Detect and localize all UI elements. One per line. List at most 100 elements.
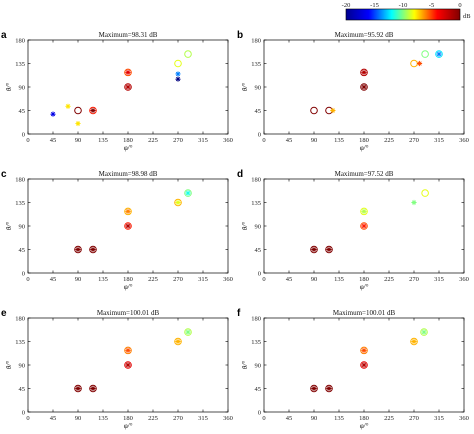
y-axis-label: θ/° <box>241 361 249 369</box>
y-tick-label: 45 <box>19 386 26 393</box>
x-tick-label: 225 <box>148 276 158 283</box>
x-tick-label: 225 <box>384 276 394 283</box>
x-tick-label: 225 <box>148 415 158 422</box>
x-tick-label: 90 <box>75 276 82 283</box>
x-tick-label: 45 <box>286 276 293 283</box>
x-tick-label: 45 <box>286 415 293 422</box>
data-point-star <box>90 107 96 114</box>
data-point-star <box>330 107 336 114</box>
data-point-circle <box>310 245 318 254</box>
data-point-circle <box>74 384 82 393</box>
y-tick-label: 45 <box>255 247 262 254</box>
data-point-circle <box>89 106 97 115</box>
x-tick-label: 180 <box>359 276 369 283</box>
x-tick-label: 315 <box>434 415 444 422</box>
x-tick-label: 225 <box>384 137 394 144</box>
panel-title: Maximum=98.31 dB <box>99 31 158 39</box>
data-point-circle <box>421 189 429 197</box>
x-tick-label: 135 <box>98 415 108 422</box>
data-point-circle <box>124 361 132 369</box>
y-tick-label: 135 <box>251 61 261 68</box>
x-tick-label: 90 <box>311 137 318 144</box>
x-tick-label: 135 <box>98 276 108 283</box>
data-point-circle <box>174 337 182 346</box>
data-point-star <box>175 199 181 206</box>
data-point-star <box>185 329 191 335</box>
data-point-star <box>50 111 56 117</box>
y-tick-label: 90 <box>255 362 262 369</box>
x-tick-label: 360 <box>459 276 469 283</box>
x-tick-label: 180 <box>359 137 369 144</box>
panel-letter: f <box>237 308 241 319</box>
colorbar-unit: dB <box>463 13 471 20</box>
panel-letter: c <box>1 169 7 180</box>
y-tick-label: 0 <box>258 131 261 138</box>
colorbar-tick-label: -10 <box>399 2 408 9</box>
x-tick-label: 0 <box>262 276 265 283</box>
x-tick-label: 135 <box>334 276 344 283</box>
x-tick-label: 0 <box>262 415 265 422</box>
data-point-circle <box>420 328 428 336</box>
data-point-star <box>75 385 81 392</box>
x-tick-label: 45 <box>286 137 293 144</box>
data-point-circle <box>74 245 82 254</box>
data-point-star <box>326 246 332 253</box>
data-point-star <box>411 338 417 345</box>
y-tick-label: 135 <box>251 200 261 207</box>
x-tick-label: 360 <box>223 276 233 283</box>
panel-title: Maximum=98.98 dB <box>99 170 158 178</box>
y-axis-label: θ/° <box>5 222 13 230</box>
x-tick-label: 315 <box>198 137 208 144</box>
y-tick-label: 0 <box>22 270 25 277</box>
x-tick-label: 45 <box>50 415 57 422</box>
data-point-circle <box>325 245 333 254</box>
data-point-star <box>361 69 367 75</box>
data-point-star <box>361 362 367 368</box>
panel-f: 0 45 90 135 180 225 270 315 360 0 45 90 135 180 Maximu… <box>237 308 469 430</box>
data-point-circle <box>360 83 368 91</box>
y-tick-label: 90 <box>255 223 262 230</box>
y-tick-label: 135 <box>15 339 25 346</box>
y-tick-label: 135 <box>251 339 261 346</box>
y-tick-label: 135 <box>15 200 25 207</box>
x-axis-label: φ/° <box>124 144 133 152</box>
data-point-circle <box>435 50 443 58</box>
x-tick-label: 270 <box>173 415 183 422</box>
data-point-star <box>90 246 96 253</box>
x-axis-label: φ/° <box>360 144 369 152</box>
y-tick-label: 180 <box>15 37 25 44</box>
panel-title: Maximum=100.01 dB <box>333 309 396 317</box>
data-point-star <box>185 190 191 196</box>
data-point-circle <box>89 245 97 254</box>
panel-title: Maximum=97.52 dB <box>335 170 394 178</box>
x-tick-label: 90 <box>311 415 318 422</box>
data-point-circle <box>310 106 318 115</box>
x-tick-label: 270 <box>409 276 419 283</box>
y-tick-label: 90 <box>19 223 26 230</box>
x-tick-label: 135 <box>334 415 344 422</box>
data-point-star <box>175 76 181 82</box>
y-tick-label: 180 <box>251 176 261 183</box>
data-point-star <box>125 362 131 368</box>
panel-letter: d <box>237 169 243 180</box>
data-point-circle <box>310 384 318 393</box>
colorbar: -20 -15 -10 -5 0dB <box>342 2 471 21</box>
data-point-star <box>361 208 367 214</box>
data-point-circle <box>124 68 132 77</box>
x-tick-label: 90 <box>75 137 82 144</box>
y-tick-label: 0 <box>22 131 25 138</box>
panel-title: Maximum=100.01 dB <box>97 309 160 317</box>
colorbar-tick-label: -5 <box>429 2 434 9</box>
data-point-circle <box>421 50 429 58</box>
x-axis-label: φ/° <box>360 422 369 430</box>
data-point-star <box>311 246 317 253</box>
x-tick-label: 180 <box>123 137 133 144</box>
data-point-circle <box>89 384 97 393</box>
data-point-star <box>75 246 81 253</box>
x-tick-label: 270 <box>409 137 419 144</box>
panel-letter: e <box>1 308 7 319</box>
panels: 0 45 90 135 180 225 270 315 360 0 45 90 135 180 Maximu… <box>1 30 469 430</box>
y-tick-label: 0 <box>258 270 261 277</box>
y-tick-label: 180 <box>15 315 25 322</box>
x-tick-label: 0 <box>262 137 265 144</box>
